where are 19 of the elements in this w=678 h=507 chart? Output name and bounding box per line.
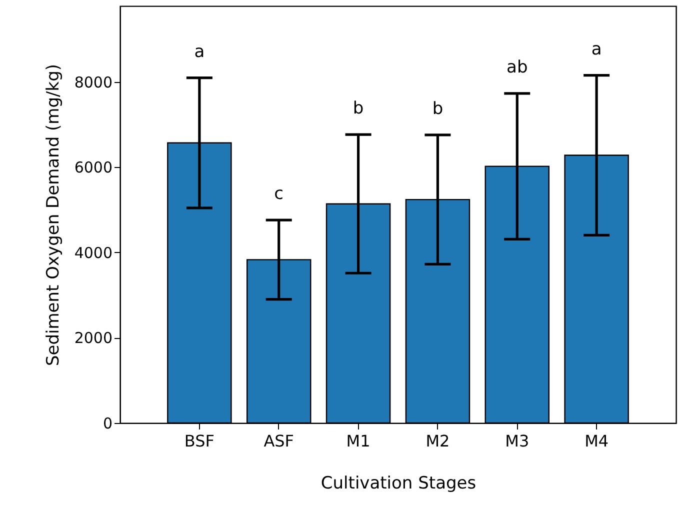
annotation: b	[432, 98, 444, 119]
x-tick-label: M4	[584, 432, 609, 450]
x-tick-label: ASF	[264, 432, 294, 450]
x-tick-label: M3	[505, 432, 530, 450]
annotation: ab	[506, 57, 528, 78]
annotation: a	[591, 39, 602, 60]
x-tick-label: M2	[426, 432, 450, 450]
y-tick-label: 0	[102, 414, 112, 432]
y-tick-label: 2000	[74, 329, 112, 348]
y-axis-title: Sediment Oxygen Demand (mg/kg)	[43, 64, 64, 366]
x-tick-label: M1	[346, 432, 370, 450]
y-tick-label: 6000	[74, 158, 112, 177]
y-tick-label: 4000	[74, 244, 112, 262]
x-tick-label: BSF	[184, 432, 214, 450]
y-tick-label: 8000	[74, 73, 112, 92]
annotation: a	[194, 42, 205, 62]
x-axis-title: Cultivation Stages	[320, 474, 476, 494]
annotation: c	[274, 184, 284, 204]
annotation: b	[352, 98, 364, 119]
